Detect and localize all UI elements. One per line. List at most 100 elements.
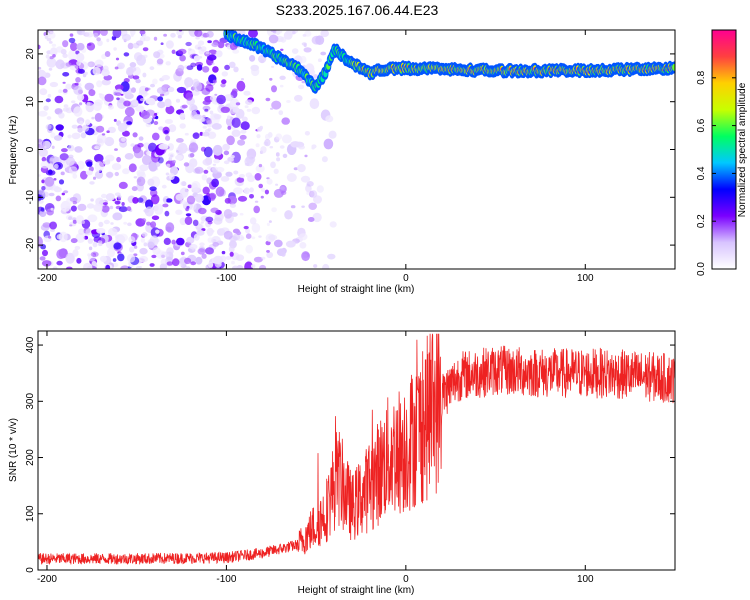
spectrogram-cell	[228, 245, 235, 253]
spectrogram-cell	[84, 71, 88, 75]
spectrogram-cell	[86, 161, 93, 167]
spectrogram-cell	[179, 123, 186, 129]
spectrogram-cell	[148, 142, 157, 152]
spectrogram-cell	[70, 238, 78, 244]
spectrogram-cell	[158, 156, 164, 164]
spectrogram-cell	[165, 172, 170, 176]
spectrogram-cell	[121, 202, 125, 206]
spectrogram-cell	[276, 157, 281, 162]
spectrogram-cell	[156, 58, 164, 65]
spectrogram-cell	[39, 256, 46, 261]
spectrogram-cell	[162, 203, 169, 208]
spectrogram-cell	[79, 120, 84, 125]
spectrogram-cell	[190, 261, 197, 266]
spectrogram-cell	[65, 157, 75, 166]
spectrogram-cell	[139, 247, 148, 255]
spectrogram-cell	[211, 236, 221, 245]
spectrogram-cell	[65, 62, 72, 67]
spectrogram-cell	[62, 107, 69, 112]
spectrogram-cell	[212, 79, 217, 84]
spectrogram-cell	[233, 187, 243, 195]
spectrogram-cell	[244, 105, 249, 109]
spectrogram-cell	[271, 100, 282, 110]
spectrogram-cell	[151, 215, 160, 221]
spectrogram-x-tick-label: -100	[216, 273, 236, 284]
spectrogram-cell	[168, 124, 177, 133]
spectrogram-cell	[82, 124, 90, 132]
snr-x-ticks: -200 -100 0 100	[37, 331, 594, 585]
spectrogram-cell	[161, 74, 170, 81]
spectrogram-cell	[107, 126, 116, 134]
spectrogram-cell	[147, 178, 155, 186]
spectrogram-cell	[203, 146, 213, 158]
spectrogram-cell	[157, 101, 166, 109]
spectrogram-cell	[54, 95, 64, 104]
spectrogram-cell	[46, 57, 57, 68]
spectrogram-cell	[112, 258, 117, 262]
spectrogram-cell	[62, 40, 69, 48]
spectrogram-cell	[38, 174, 41, 177]
snr-panel: -200 -100 0 100 0 100 200 300 400 Height of str…	[8, 330, 676, 596]
spectrogram-cell	[214, 93, 218, 96]
spectrogram-cell	[240, 129, 247, 134]
spectrogram-cell	[270, 161, 276, 169]
spectrogram-cell	[65, 83, 72, 90]
spectrogram-cell	[158, 126, 164, 131]
spectrogram-cell	[97, 240, 103, 244]
spectrogram-cell	[304, 131, 310, 136]
spectrogram-cell	[96, 227, 106, 234]
spectrogram-cell	[278, 110, 284, 116]
spectrogram-cell	[254, 200, 259, 203]
spectrogram-cells	[38, 30, 337, 269]
spectrogram-cell	[229, 98, 240, 109]
spectrogram-cell	[223, 150, 230, 156]
spectrogram-cell	[239, 212, 244, 216]
spectrogram-cell	[164, 130, 169, 134]
spectrogram-cell	[50, 132, 56, 139]
spectrogram-cell	[69, 224, 73, 227]
spectrogram-cell	[121, 33, 132, 42]
spectrogram-cell	[223, 209, 233, 219]
spectrogram-cell	[79, 102, 83, 106]
spectrogram-cell	[280, 48, 284, 51]
spectrogram-cell	[236, 265, 244, 269]
spectrogram-cell	[185, 41, 192, 47]
spectrogram-cell	[135, 105, 145, 112]
spectrogram-cell	[266, 178, 273, 185]
snr-x-tick-label: -100	[216, 574, 236, 585]
spectrogram-cell	[177, 64, 185, 72]
spectrogram-cell	[171, 49, 176, 54]
spectrogram-cell	[205, 84, 214, 92]
spectrogram-cell	[241, 116, 248, 122]
spectrogram-cell	[279, 145, 285, 149]
spectrogram-cell	[215, 50, 223, 58]
spectrogram-cell	[69, 197, 78, 202]
spectrogram-cell	[72, 219, 77, 224]
spectrogram-cell	[168, 152, 175, 158]
spectrogram-cell	[53, 163, 59, 169]
spectrogram-cell	[83, 262, 93, 269]
spectrogram-cell	[208, 261, 214, 268]
spectrogram-cell	[290, 205, 296, 209]
spectrogram-cell	[221, 250, 226, 255]
spectrogram-cell	[105, 193, 115, 201]
spectrogram-cell	[158, 143, 169, 150]
spectrogram-cell	[199, 242, 205, 247]
spectrogram-cell	[192, 78, 200, 87]
spectrogram-cell	[70, 205, 77, 212]
spectrogram-cell	[155, 229, 160, 234]
spectrogram-cell	[95, 143, 102, 149]
spectrogram-cell	[196, 64, 203, 71]
spectrogram-cell	[139, 98, 146, 102]
spectrogram-cell	[194, 30, 203, 37]
spectrogram-cell	[208, 193, 216, 202]
spectrogram-cell	[265, 97, 271, 102]
spectrogram-cell	[116, 97, 120, 101]
spectrogram-cell	[185, 207, 189, 212]
snr-y-ticks: 0 100 200 300 400	[25, 336, 675, 573]
spectrogram-cell	[298, 233, 308, 241]
spectrogram-cell	[187, 184, 192, 189]
spectrogram-cell	[152, 132, 160, 141]
spectrogram-cell	[94, 153, 104, 163]
spectrogram-cell	[60, 200, 71, 212]
